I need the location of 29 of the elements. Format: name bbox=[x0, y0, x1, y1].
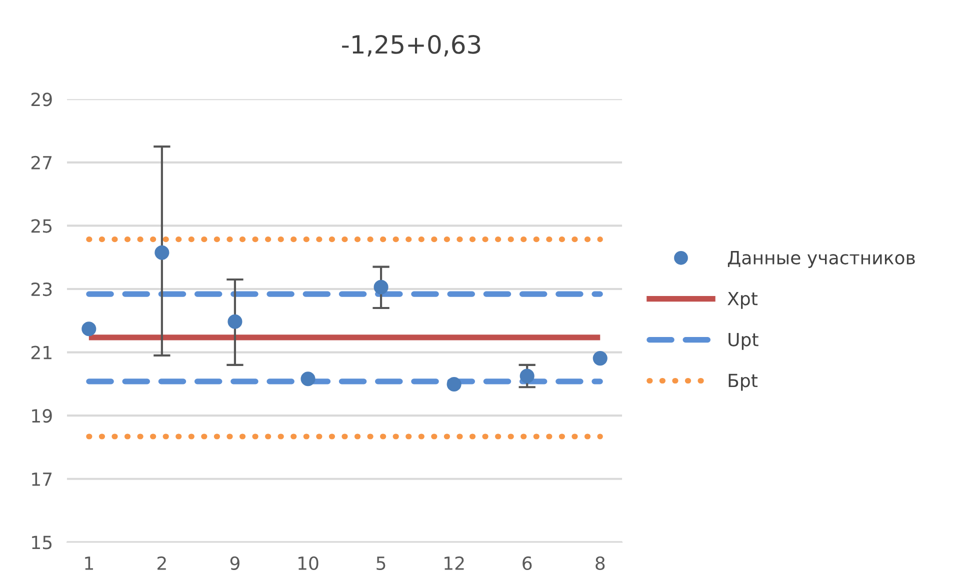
x-tick-label: 9 bbox=[230, 556, 240, 570]
y-tick-label: 19 bbox=[32, 409, 52, 423]
chart-title: -1,25+0,63 bbox=[342, 34, 480, 56]
y-tick-label: 25 bbox=[31, 219, 52, 233]
point bbox=[228, 314, 242, 329]
y-tick-label: 15 bbox=[32, 536, 52, 550]
point bbox=[374, 280, 388, 294]
legend-label: Данные участников bbox=[728, 251, 915, 268]
point bbox=[520, 368, 534, 384]
legend-label: Upt bbox=[728, 332, 758, 350]
x-tick-label: 1 bbox=[85, 556, 93, 570]
point bbox=[82, 322, 96, 336]
y-tick-label: 29 bbox=[31, 92, 52, 106]
x-tick-label: 6 bbox=[522, 556, 532, 570]
y-tick-label: 17 bbox=[32, 472, 52, 486]
point bbox=[592, 351, 608, 366]
y-tick-label: 21 bbox=[31, 346, 52, 360]
x-tick-label: 10 bbox=[298, 556, 318, 570]
x-tick-label: 8 bbox=[596, 556, 605, 570]
y-tick-label: 27 bbox=[31, 156, 52, 170]
point bbox=[446, 376, 462, 392]
x-tick-label: 5 bbox=[376, 556, 386, 570]
legend-label: Бpt bbox=[728, 374, 758, 391]
x-tick-label: 12 bbox=[444, 556, 464, 570]
x-tick-label: 2 bbox=[158, 556, 166, 570]
y-tick-label: 23 bbox=[31, 282, 52, 296]
point bbox=[300, 372, 316, 386]
legend-label: Xpt bbox=[728, 292, 758, 309]
point bbox=[154, 245, 170, 260]
